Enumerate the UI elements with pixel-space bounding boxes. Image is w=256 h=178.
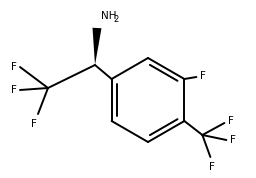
Text: F: F bbox=[11, 62, 17, 72]
Text: NH: NH bbox=[101, 11, 116, 21]
Polygon shape bbox=[92, 28, 101, 65]
Text: F: F bbox=[200, 71, 206, 81]
Text: F: F bbox=[230, 135, 236, 145]
Text: 2: 2 bbox=[113, 14, 118, 23]
Text: F: F bbox=[11, 85, 17, 95]
Text: F: F bbox=[209, 162, 215, 172]
Text: F: F bbox=[31, 119, 37, 129]
Text: F: F bbox=[228, 116, 234, 126]
